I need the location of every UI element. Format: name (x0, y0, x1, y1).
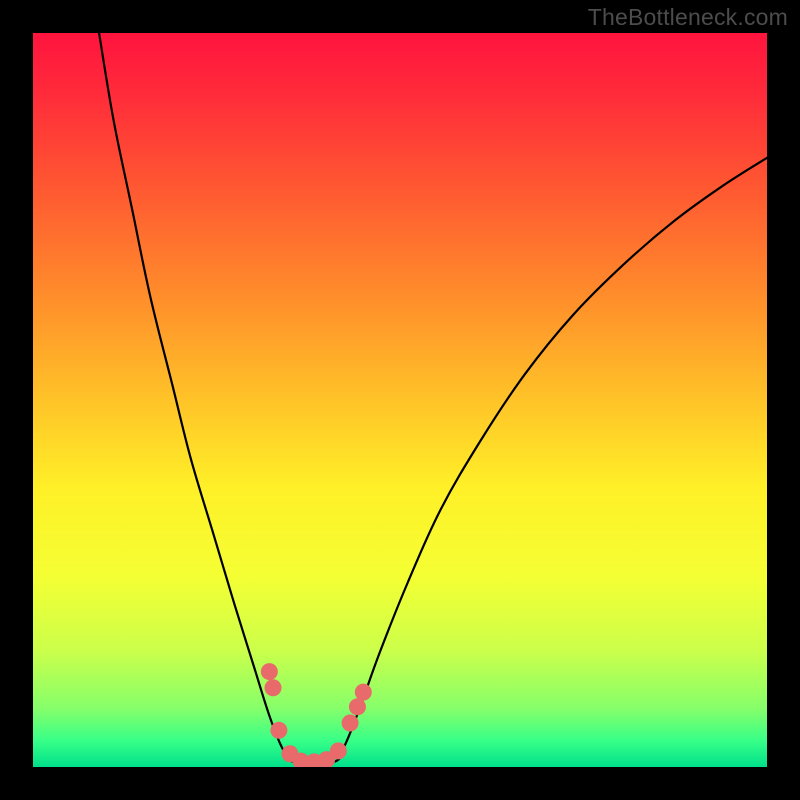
data-marker (355, 684, 372, 701)
curve-layer (33, 33, 767, 767)
watermark-text: TheBottleneck.com (588, 4, 788, 31)
data-marker (261, 663, 278, 680)
data-marker (265, 679, 282, 696)
chart-stage: TheBottleneck.com (0, 0, 800, 800)
data-marker (330, 742, 347, 759)
data-marker (342, 714, 359, 731)
data-marker (349, 698, 366, 715)
plot-area (33, 33, 767, 767)
bottleneck-curve (99, 33, 767, 764)
data-marker (270, 722, 287, 739)
